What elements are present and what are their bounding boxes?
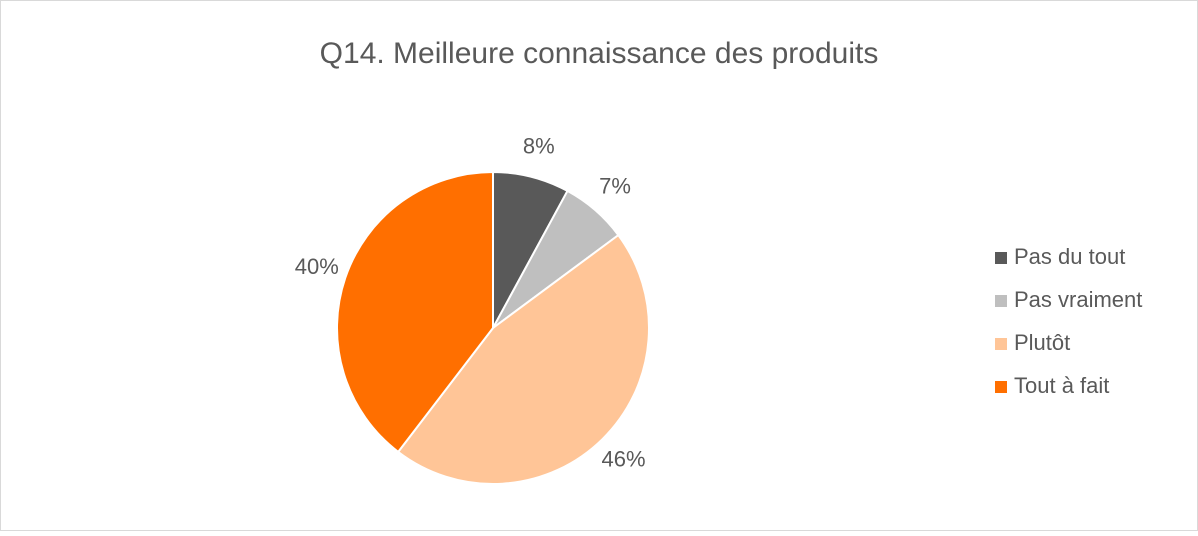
legend-swatch bbox=[995, 381, 1007, 393]
legend-swatch bbox=[995, 338, 1007, 350]
pie-slice bbox=[336, 170, 494, 454]
data-label: 8% bbox=[523, 134, 555, 159]
chart-title: Q14. Meilleure connaissance des produits bbox=[320, 37, 879, 70]
legend-label: Plutôt bbox=[1014, 330, 1070, 355]
legend-swatch bbox=[995, 295, 1007, 307]
pie-slice bbox=[396, 233, 650, 485]
data-label: 46% bbox=[601, 446, 645, 471]
legend-label: Pas du tout bbox=[1014, 244, 1125, 269]
legend-label: Tout à fait bbox=[1014, 373, 1109, 398]
legend-swatch bbox=[995, 252, 1007, 264]
data-label: 7% bbox=[599, 173, 631, 198]
legend-label: Pas vraiment bbox=[1014, 287, 1142, 312]
data-label: 40% bbox=[295, 254, 339, 279]
